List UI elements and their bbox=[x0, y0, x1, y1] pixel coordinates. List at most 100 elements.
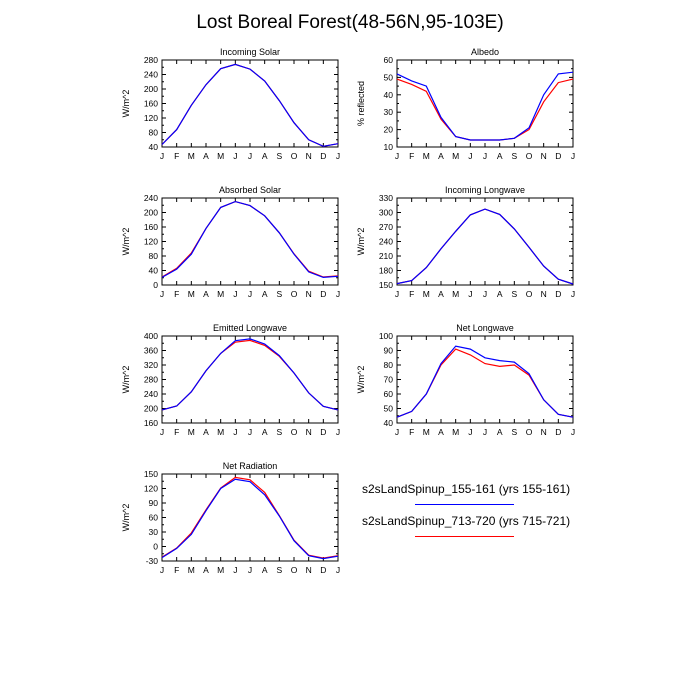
legend-label-red: s2sLandSpinup_713-720 (yrs 715-721) bbox=[362, 514, 571, 528]
figure-title: Lost Boreal Forest(48-56N,95-103E) bbox=[196, 12, 504, 33]
x-tick-label: N bbox=[541, 289, 547, 299]
series-line-0 bbox=[161, 200, 339, 278]
x-tick-label: D bbox=[320, 289, 326, 299]
x-tick-label: F bbox=[174, 565, 179, 575]
y-axis-label: W/m^2 bbox=[121, 504, 131, 532]
x-tick-label: O bbox=[526, 427, 533, 437]
series-line-0 bbox=[396, 208, 574, 285]
y-tick-label: 280 bbox=[144, 55, 158, 65]
x-tick-label: J bbox=[160, 151, 164, 161]
x-tick-label: A bbox=[262, 289, 268, 299]
x-tick-label: M bbox=[423, 151, 430, 161]
y-tick-label: 280 bbox=[144, 375, 158, 385]
series-line-1 bbox=[161, 63, 339, 147]
series-line-0 bbox=[161, 63, 339, 147]
series-line-0 bbox=[161, 476, 339, 559]
y-axis-label: W/m^2 bbox=[356, 366, 366, 394]
x-tick-label: D bbox=[320, 427, 326, 437]
x-tick-label: A bbox=[438, 151, 444, 161]
x-tick-label: O bbox=[291, 151, 298, 161]
x-tick-label: O bbox=[526, 151, 533, 161]
y-tick-label: 50 bbox=[384, 72, 394, 82]
series-line-1 bbox=[161, 478, 339, 560]
y-tick-label: 160 bbox=[144, 99, 158, 109]
y-tick-label: 240 bbox=[144, 193, 158, 203]
series-line-1 bbox=[161, 338, 339, 411]
y-tick-label: 90 bbox=[384, 346, 394, 356]
x-tick-label: M bbox=[423, 289, 430, 299]
y-tick-label: 40 bbox=[384, 90, 394, 100]
x-tick-label: J bbox=[395, 289, 399, 299]
x-tick-label: J bbox=[395, 427, 399, 437]
y-tick-label: 100 bbox=[379, 331, 393, 341]
y-tick-label: 30 bbox=[149, 527, 159, 537]
y-tick-label: 50 bbox=[384, 404, 394, 414]
panel-frame bbox=[396, 197, 574, 286]
x-tick-label: A bbox=[438, 427, 444, 437]
y-axis-label: % reflected bbox=[356, 81, 366, 126]
x-tick-label: J bbox=[233, 289, 237, 299]
x-tick-label: A bbox=[497, 151, 503, 161]
y-tick-label: 330 bbox=[379, 193, 393, 203]
y-tick-label: 60 bbox=[384, 55, 394, 65]
series-line-0 bbox=[161, 339, 339, 411]
x-tick-label: N bbox=[306, 289, 312, 299]
x-tick-label: J bbox=[468, 289, 472, 299]
y-tick-label: 80 bbox=[149, 251, 159, 261]
x-tick-label: A bbox=[497, 427, 503, 437]
y-tick-label: 300 bbox=[379, 208, 393, 218]
x-tick-label: S bbox=[276, 151, 282, 161]
x-tick-label: M bbox=[217, 427, 224, 437]
y-tick-label: -30 bbox=[146, 556, 159, 566]
y-tick-label: 80 bbox=[384, 360, 394, 370]
y-axis-label: W/m^2 bbox=[121, 228, 131, 256]
y-tick-label: 160 bbox=[144, 222, 158, 232]
panel-frame bbox=[396, 59, 574, 148]
x-tick-label: J bbox=[336, 427, 340, 437]
x-tick-label: M bbox=[452, 427, 459, 437]
y-tick-label: 120 bbox=[144, 237, 158, 247]
y-tick-label: 200 bbox=[144, 84, 158, 94]
y-tick-label: 200 bbox=[144, 208, 158, 218]
x-tick-label: O bbox=[291, 565, 298, 575]
x-tick-label: A bbox=[203, 289, 209, 299]
x-tick-label: J bbox=[160, 289, 164, 299]
x-tick-label: A bbox=[262, 565, 268, 575]
x-tick-label: M bbox=[188, 289, 195, 299]
x-tick-label: F bbox=[174, 151, 179, 161]
panel-frame bbox=[396, 335, 574, 424]
x-tick-label: D bbox=[320, 151, 326, 161]
x-tick-label: M bbox=[217, 565, 224, 575]
series-line-1 bbox=[161, 200, 339, 279]
x-tick-label: O bbox=[291, 427, 298, 437]
x-tick-label: A bbox=[262, 151, 268, 161]
x-tick-label: A bbox=[203, 427, 209, 437]
panel-frame bbox=[161, 335, 339, 424]
x-tick-label: O bbox=[291, 289, 298, 299]
x-tick-label: J bbox=[571, 151, 575, 161]
x-tick-label: M bbox=[452, 151, 459, 161]
y-tick-label: 240 bbox=[379, 237, 393, 247]
y-tick-label: 210 bbox=[379, 251, 393, 261]
y-tick-label: 30 bbox=[384, 107, 394, 117]
panel-frame bbox=[161, 473, 339, 562]
x-tick-label: J bbox=[468, 427, 472, 437]
panel-title: Emitted Longwave bbox=[213, 323, 287, 333]
y-tick-label: 240 bbox=[144, 70, 158, 80]
panel-title: Net Longwave bbox=[456, 323, 514, 333]
x-tick-label: M bbox=[188, 565, 195, 575]
legend-line-blue bbox=[415, 504, 514, 505]
x-tick-label: D bbox=[555, 427, 561, 437]
y-tick-label: 0 bbox=[153, 542, 158, 552]
y-axis-label: W/m^2 bbox=[356, 228, 366, 256]
y-axis-label: W/m^2 bbox=[121, 366, 131, 394]
y-tick-label: 150 bbox=[144, 469, 158, 479]
x-tick-label: J bbox=[248, 151, 252, 161]
x-tick-label: M bbox=[217, 289, 224, 299]
x-tick-label: F bbox=[409, 289, 414, 299]
y-tick-label: 20 bbox=[384, 125, 394, 135]
